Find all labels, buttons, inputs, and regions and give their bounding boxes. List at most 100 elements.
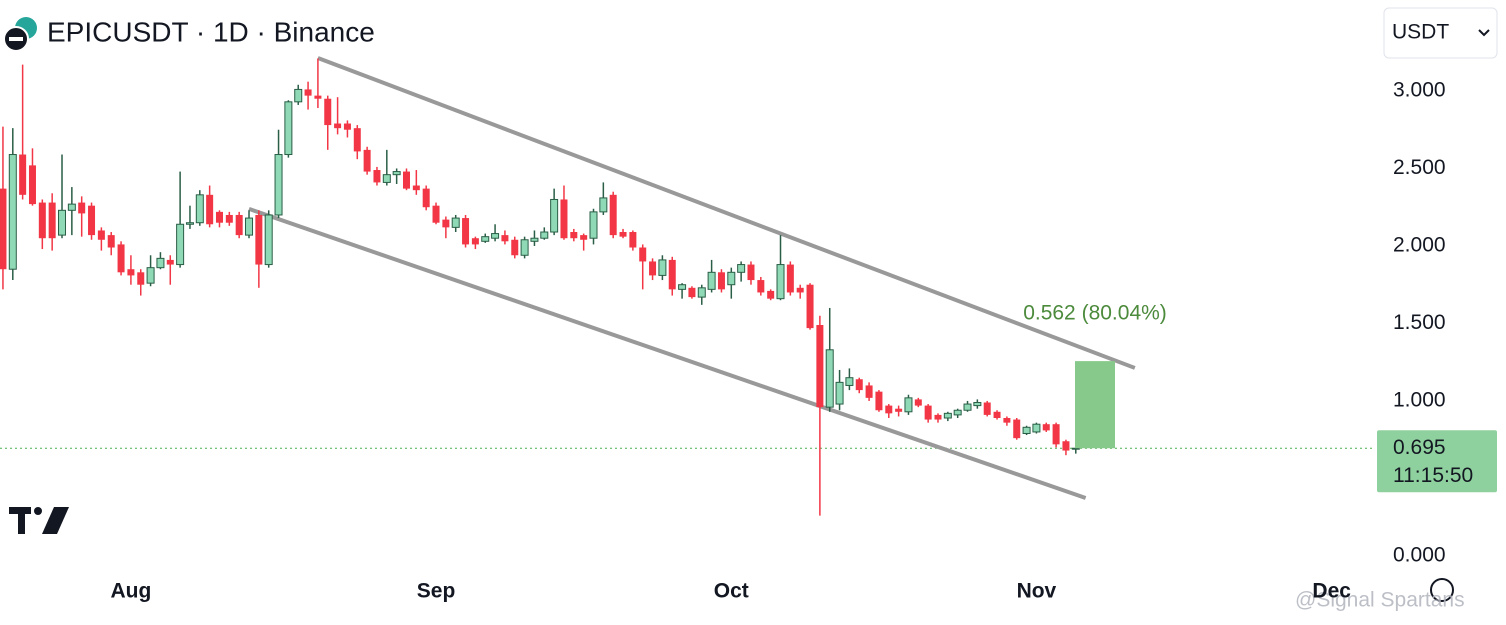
- candle-body: [412, 185, 420, 191]
- candle-body: [786, 264, 794, 293]
- candle-body: [491, 233, 500, 239]
- candle-body: [707, 271, 716, 290]
- candle-body: [324, 98, 332, 126]
- candle-body: [796, 287, 804, 293]
- price-label: 0.695: [1393, 436, 1446, 459]
- candle-body: [993, 411, 1001, 418]
- coin-icon-mark: [9, 37, 23, 41]
- candle-body: [717, 272, 725, 290]
- candle-body: [520, 239, 529, 256]
- candle-body: [363, 149, 371, 172]
- candle-body: [392, 171, 401, 176]
- candle-body: [570, 232, 578, 239]
- candle-body: [697, 287, 706, 298]
- candle-body: [235, 214, 243, 236]
- candle-body: [195, 194, 204, 224]
- dropdown-label[interactable]: USDT: [1392, 21, 1449, 44]
- candle-body: [530, 237, 539, 242]
- candle-body: [432, 205, 440, 223]
- candle-body: [442, 219, 450, 228]
- logo-part: [34, 507, 42, 515]
- candle-body: [462, 218, 470, 245]
- candle-body: [1022, 426, 1031, 434]
- candle-body: [550, 198, 559, 233]
- settings-icon[interactable]: [1430, 578, 1454, 602]
- candle-body: [48, 202, 56, 239]
- candle-body: [117, 244, 125, 273]
- candle-body: [855, 379, 863, 391]
- candle-body: [107, 235, 115, 248]
- candle-body: [678, 284, 687, 290]
- candle-body: [757, 280, 765, 293]
- candle-body: [983, 402, 991, 415]
- candle-body: [471, 238, 479, 245]
- candle-body: [599, 197, 608, 213]
- dropdown-chevron[interactable]: [1478, 29, 1490, 37]
- tv-logo: [9, 507, 69, 534]
- candle-body: [1052, 424, 1060, 445]
- candle-body: [451, 217, 460, 228]
- candle-body: [963, 403, 972, 411]
- y-tick-label: 3.000: [1393, 79, 1446, 102]
- candle-body: [904, 397, 913, 413]
- candle-body: [58, 209, 67, 236]
- plot-area: 0.562 (80.04%): [0, 56, 1375, 516]
- x-tick-label: Dec: [1312, 580, 1351, 603]
- candle-body: [885, 405, 893, 414]
- candle-body: [146, 267, 155, 284]
- candle-body: [245, 217, 254, 236]
- candle-body: [215, 211, 223, 223]
- candle-body: [373, 170, 381, 183]
- candle-body: [1071, 447, 1080, 450]
- x-tick-label: Nov: [1017, 580, 1057, 603]
- candle-body: [1013, 419, 1021, 439]
- candle-body: [845, 377, 854, 386]
- candle-body: [304, 89, 312, 96]
- candle-body: [580, 235, 588, 240]
- y-tick-label: 0.000: [1393, 543, 1446, 566]
- candle-body: [78, 202, 86, 214]
- candle-body: [334, 123, 342, 129]
- candle-body: [402, 171, 410, 189]
- candle-body: [19, 154, 27, 195]
- candle-body: [629, 232, 637, 248]
- candle-body: [1062, 441, 1070, 451]
- candle-body: [284, 101, 293, 156]
- candle-body: [1003, 417, 1011, 423]
- candle-body: [737, 264, 746, 273]
- candle-body: [649, 261, 657, 276]
- candle-body: [511, 239, 519, 256]
- candle-body: [38, 202, 46, 239]
- candle-body: [727, 271, 736, 286]
- candle-body: [225, 214, 233, 223]
- candle-body: [382, 174, 391, 183]
- candle-body: [560, 199, 568, 239]
- candle-body: [619, 232, 627, 237]
- countdown-label: 11:15:50: [1393, 464, 1473, 487]
- currency-dropdown[interactable]: USDT: [1383, 7, 1498, 59]
- candle-body: [688, 287, 696, 298]
- projection-box: [1075, 361, 1115, 449]
- logo-part: [42, 507, 69, 534]
- candle-body: [875, 391, 883, 411]
- x-tick-label: Sep: [417, 580, 456, 603]
- candle-body: [127, 269, 135, 276]
- candle-body: [973, 402, 982, 407]
- symbol-title: EPICUSDT · 1D · Binance: [47, 16, 375, 47]
- candle-body: [28, 165, 36, 205]
- candle-body: [1042, 424, 1050, 431]
- candle-body: [264, 214, 273, 266]
- trendline: [248, 207, 1087, 500]
- candle-body: [176, 223, 185, 266]
- candle-body: [166, 259, 174, 265]
- candle-body: [953, 409, 962, 416]
- candle-body: [658, 259, 667, 276]
- candle-body: [67, 203, 76, 211]
- candle-body: [934, 414, 942, 420]
- y-tick-label: 1.000: [1393, 388, 1446, 411]
- candle-body: [835, 381, 844, 405]
- dropdown-box[interactable]: [1383, 7, 1498, 59]
- candle-body: [776, 264, 785, 300]
- candle-body: [137, 272, 145, 285]
- candle-body: [767, 290, 775, 299]
